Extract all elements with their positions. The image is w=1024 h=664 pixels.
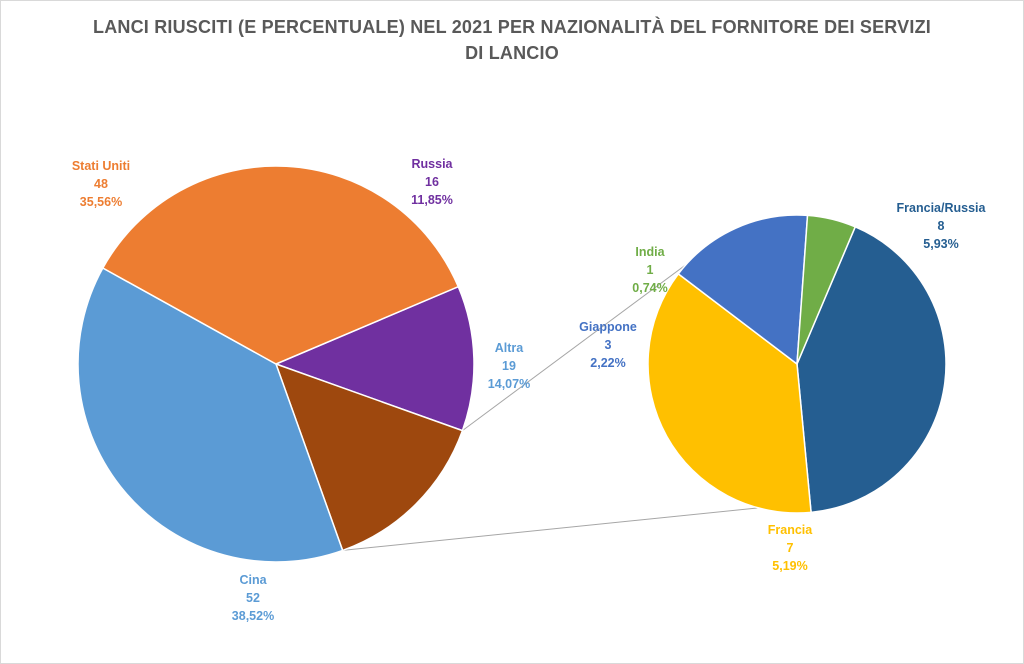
- main-slice-cina: [77, 266, 344, 563]
- main-label-stati-uniti-name: Stati Uniti: [72, 159, 130, 173]
- chart-title-line2: DI LANCIO: [465, 43, 559, 63]
- secondary-label-francia-russia: Francia/Russia 8 5,93%: [897, 201, 987, 251]
- main-label-russia-name: Russia: [412, 157, 454, 171]
- main-label-cina-name: Cina: [239, 573, 267, 587]
- secondary-pie: [647, 214, 947, 514]
- secondary-label-giappone: Giappone 3 2,22%: [579, 320, 637, 370]
- secondary-label-francia-russia-percent: 5,93%: [923, 237, 958, 251]
- secondary-label-francia-percent: 5,19%: [772, 559, 807, 573]
- main-label-stati-uniti-percent: 35,56%: [80, 195, 122, 209]
- main-label-cina: Cina 52 38,52%: [232, 573, 274, 623]
- main-label-russia-percent: 11,85%: [411, 193, 453, 207]
- connector-line-bottom: [342, 507, 759, 551]
- main-slice-russia: [273, 285, 475, 432]
- main-label-altra-percent: 14,07%: [488, 377, 530, 391]
- secondary-label-francia-russia-name: Francia/Russia: [897, 201, 987, 215]
- main-label-altra: Altra 19 14,07%: [488, 341, 530, 391]
- data-labels: Russia 16 11,85% Altra 19 14,07% Cina 52 38,52% S…: [72, 157, 987, 623]
- main-label-cina-percent: 38,52%: [232, 609, 274, 623]
- secondary-label-francia-russia-value: 8: [938, 219, 945, 233]
- secondary-label-giappone-value: 3: [605, 338, 612, 352]
- main-label-russia-value: 16: [425, 175, 439, 189]
- secondary-label-francia-name: Francia: [768, 523, 814, 537]
- main-label-russia: Russia 16 11,85%: [411, 157, 453, 207]
- secondary-label-giappone-name: Giappone: [579, 320, 637, 334]
- main-label-altra-value: 19: [502, 359, 516, 373]
- main-label-altra-name: Altra: [495, 341, 525, 355]
- chart-title: LANCI RIUSCITI (E PERCENTUALE) NEL 2021 …: [0, 14, 1024, 66]
- secondary-label-india-value: 1: [647, 263, 654, 277]
- main-label-stati-uniti: Stati Uniti 48 35,56%: [72, 159, 130, 209]
- secondary-slice-francia-russia: [796, 225, 947, 514]
- chart-title-line1: LANCI RIUSCITI (E PERCENTUALE) NEL 2021 …: [93, 17, 931, 37]
- main-pie: [77, 165, 475, 563]
- main-slice-stati-uniti: [101, 165, 460, 365]
- secondary-label-giappone-percent: 2,22%: [590, 356, 625, 370]
- secondary-label-india-name: India: [635, 245, 665, 259]
- main-label-stati-uniti-value: 48: [94, 177, 108, 191]
- secondary-label-india-percent: 0,74%: [632, 281, 667, 295]
- secondary-slice-india: [796, 214, 857, 365]
- secondary-label-francia-value: 7: [787, 541, 794, 555]
- main-slice-altra: [274, 362, 464, 552]
- secondary-slice-giappone: [677, 214, 809, 366]
- secondary-slice-francia: [647, 272, 812, 514]
- secondary-label-francia: Francia 7 5,19%: [768, 523, 814, 573]
- secondary-label-india: India 1 0,74%: [632, 245, 667, 295]
- main-label-cina-value: 52: [246, 591, 260, 605]
